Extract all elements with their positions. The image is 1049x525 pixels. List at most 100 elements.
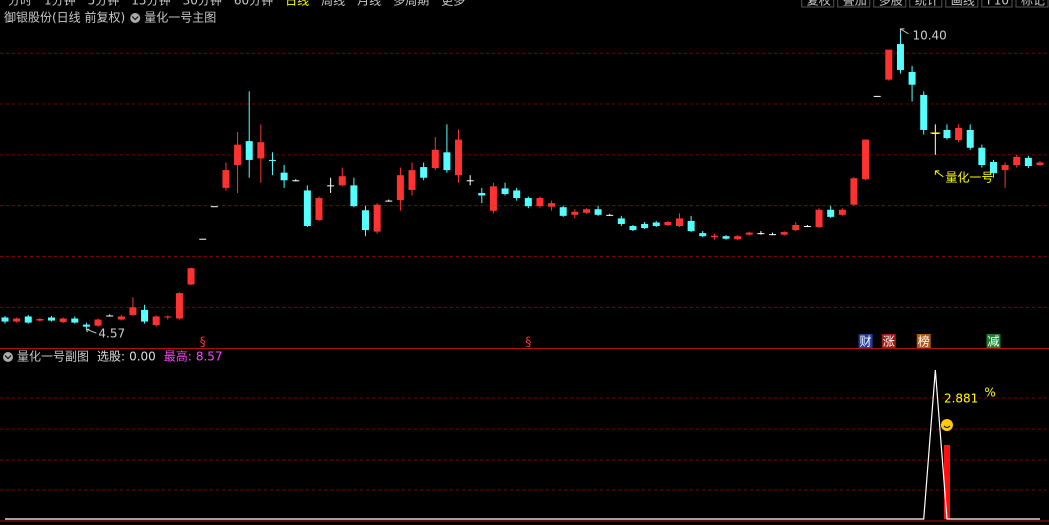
note-unit: %: [984, 386, 995, 400]
candle-body: [594, 209, 602, 215]
indicator-icon-arrow: [4, 355, 12, 360]
indicator-line: [5, 369, 1040, 520]
tool-button[interactable]: 标记: [1021, 0, 1045, 8]
candle-body: [629, 226, 637, 231]
high-arrow: [899, 28, 909, 35]
candle-body: [838, 209, 846, 215]
smiley: [940, 419, 953, 431]
candle-body: [559, 207, 567, 216]
candle-body: [989, 161, 997, 174]
tool-button[interactable]: 复权: [807, 0, 831, 8]
candle-body: [478, 192, 486, 196]
candle-body: [396, 175, 404, 201]
stat-value: 0.00: [129, 350, 156, 364]
candle-body: [362, 210, 370, 231]
candle-body: [338, 176, 346, 186]
candle-body: [664, 221, 672, 225]
period-tab[interactable]: 月线: [357, 0, 381, 8]
candle-body: [769, 234, 777, 236]
candle-body: [1013, 156, 1021, 166]
candle-body: [187, 268, 195, 285]
indicator-icon[interactable]: [3, 352, 13, 362]
tool-button[interactable]: 画线: [951, 0, 975, 8]
candle-body: [106, 315, 114, 317]
candle-body: [303, 190, 311, 227]
period-tab[interactable]: 更多: [441, 0, 465, 8]
candle-body: [199, 238, 207, 240]
tool-button-frame: [1015, 0, 1049, 8]
tool-button[interactable]: F10: [987, 0, 1009, 8]
period-tab[interactable]: 周线: [321, 0, 345, 8]
tool-button[interactable]: 多股: [879, 0, 903, 8]
event-label[interactable]: 财: [860, 335, 872, 349]
candle-body: [350, 185, 358, 207]
period-tab[interactable]: 15分钟: [131, 0, 170, 8]
candle-body: [908, 72, 916, 85]
event-badge[interactable]: [881, 334, 896, 348]
event-label[interactable]: §: [200, 335, 206, 349]
event-badge[interactable]: [916, 334, 931, 348]
candle-body: [210, 206, 218, 208]
candle-body: [896, 44, 904, 70]
candle-body: [268, 159, 276, 161]
candle-body: [513, 190, 521, 199]
candle-body: [885, 49, 893, 80]
period-tab[interactable]: 5分钟: [88, 0, 120, 8]
candle-body: [617, 218, 625, 224]
candle-body: [1024, 157, 1032, 167]
candle-body: [792, 224, 800, 231]
high-label: 10.40: [912, 28, 946, 42]
signal-bar: [943, 444, 950, 519]
candle-body: [82, 324, 90, 327]
sub-title[interactable]: 量化一号副图: [17, 350, 89, 364]
candle-body: [1001, 165, 1009, 171]
event-badge[interactable]: [858, 334, 873, 348]
period-tab[interactable]: 1分钟: [44, 0, 76, 8]
candle-body: [571, 211, 579, 215]
candle-body: [431, 149, 439, 169]
period-tab[interactable]: 30分钟: [183, 0, 222, 8]
candle-body: [606, 214, 614, 216]
chart-title[interactable]: 御银股份(日线 前复权): [4, 10, 125, 25]
period-tab[interactable]: 日线: [285, 0, 309, 8]
period-tab[interactable]: 多周期: [393, 0, 429, 8]
candle-body: [722, 236, 730, 239]
candle-body: [327, 185, 335, 187]
candle-body: [827, 209, 835, 217]
candle-body: [548, 203, 556, 207]
candle-body: [745, 232, 753, 235]
event-label[interactable]: §: [525, 335, 531, 349]
event-label[interactable]: 减: [987, 335, 999, 349]
candle-body: [164, 316, 172, 318]
candle-body: [292, 180, 300, 182]
tool-button-frame: [801, 0, 835, 8]
period-tab[interactable]: 分时: [8, 0, 32, 8]
indicator-icon[interactable]: [130, 13, 141, 23]
candle-body: [675, 218, 683, 227]
candle-body: [850, 178, 858, 205]
tool-button[interactable]: 叠加: [843, 0, 867, 8]
event-label[interactable]: 涨: [883, 334, 895, 349]
candle-body: [71, 318, 79, 323]
candle-body: [94, 319, 102, 326]
event-label[interactable]: 榜: [918, 334, 930, 349]
candle-body: [257, 142, 265, 159]
stat-name: 选股:: [97, 350, 125, 364]
period-tab[interactable]: 60分钟: [234, 0, 273, 8]
candle-body: [48, 317, 56, 321]
signal-arrow: [934, 170, 944, 178]
low-arrow: [85, 328, 97, 334]
candle-body: [36, 319, 44, 321]
tool-button-frame: [981, 0, 1013, 8]
candle-body: [129, 307, 137, 315]
event-badge[interactable]: [986, 334, 1001, 348]
indicator-name[interactable]: 量化一号主图: [144, 11, 216, 25]
candle-body: [466, 180, 474, 182]
candle-body: [1036, 162, 1044, 166]
tool-button-frame: [909, 0, 943, 8]
candle-body: [978, 147, 986, 166]
candle-body: [780, 232, 788, 235]
candle-body: [955, 127, 963, 141]
tool-button[interactable]: 统计: [915, 0, 939, 8]
candle-body: [862, 139, 870, 180]
